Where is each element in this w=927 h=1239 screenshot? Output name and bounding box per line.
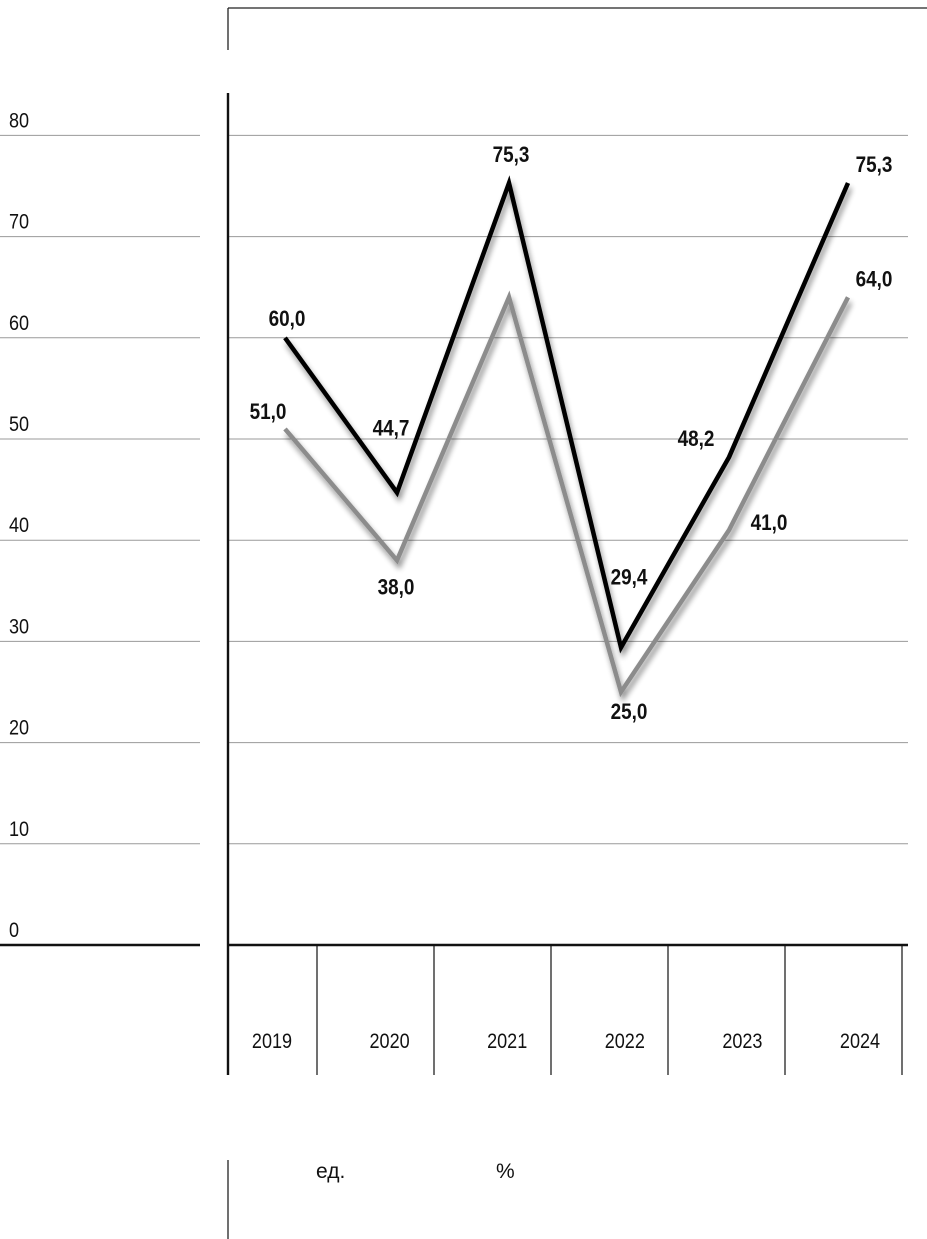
data-label: 44,7 — [373, 416, 410, 441]
data-label: 64,0 — [856, 267, 893, 292]
y-tick-label: 60 — [9, 312, 29, 336]
data-label: 41,0 — [751, 511, 788, 536]
x-tick-label: 2023 — [722, 1030, 762, 1054]
data-label: 75,3 — [856, 153, 893, 178]
data-label: 60,0 — [269, 306, 306, 331]
legend: ед.% — [249, 1160, 515, 1183]
y-tick-label: 80 — [9, 109, 29, 133]
data-label: 29,4 — [611, 565, 648, 590]
y-tick-label: 0 — [9, 919, 19, 943]
legend-label: ед. — [316, 1160, 345, 1183]
data-label: 38,0 — [378, 575, 415, 600]
x-tick-label: 2020 — [370, 1030, 410, 1054]
x-tick-label: 2022 — [605, 1030, 645, 1054]
x-tick-label: 2021 — [487, 1030, 527, 1054]
series-line-units — [283, 290, 851, 698]
y-tick-label: 30 — [9, 615, 29, 639]
axis-layer: 0 10 20 30 40 50 60 70 80 2019 2020 2021 2022 2023 202… — [0, 93, 908, 1075]
data-label: 48,2 — [678, 427, 715, 452]
x-tick-label: 2019 — [252, 1030, 292, 1054]
series-layer — [283, 175, 851, 698]
y-tick-label: 20 — [9, 716, 29, 740]
data-label-layer: 51,0 38,0 25,0 41,0 64,0 60,0 44,7 75,3 29,4 48,2… — [250, 143, 893, 725]
y-tick-label: 10 — [9, 818, 29, 842]
y-tick-label: 40 — [9, 514, 29, 538]
series-line-percent — [283, 175, 851, 654]
x-tick-label: 2024 — [840, 1030, 880, 1054]
data-label: 25,0 — [611, 700, 648, 725]
y-tick-label: 70 — [9, 210, 29, 234]
data-label: 51,0 — [250, 400, 287, 425]
data-label: 75,3 — [493, 143, 530, 168]
y-tick-label: 50 — [9, 413, 29, 437]
legend-label: % — [496, 1160, 515, 1183]
grid-layer — [0, 134, 908, 845]
